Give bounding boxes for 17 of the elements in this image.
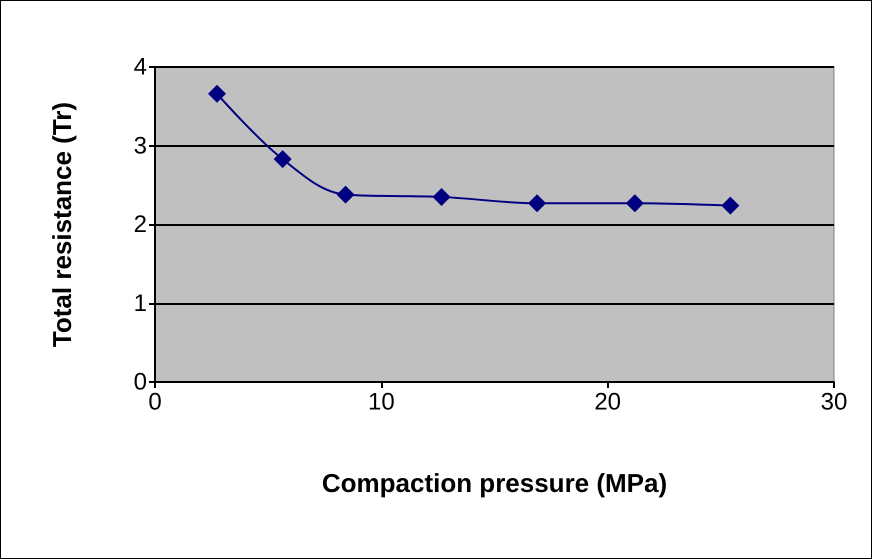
point: [721, 196, 740, 215]
x-axis-title: Compaction pressure (MPa): [322, 468, 668, 498]
y-tick-label: 2: [134, 211, 147, 238]
point: [336, 186, 355, 204]
x-tick-label: 30: [820, 388, 848, 416]
y-tick-label: 0: [134, 368, 147, 396]
y-tick-label: 4: [134, 54, 147, 80]
y-axis-title: Total resistance (Tr): [47, 102, 77, 348]
point: [626, 194, 644, 212]
point: [208, 84, 226, 103]
point: [432, 188, 451, 206]
x-tick-label: 20: [594, 388, 622, 416]
point: [274, 150, 292, 168]
y-tick-label: 1: [134, 290, 147, 317]
point: [528, 194, 546, 212]
y-tick-label: 3: [134, 132, 147, 160]
x-tick-label: 10: [368, 388, 395, 416]
